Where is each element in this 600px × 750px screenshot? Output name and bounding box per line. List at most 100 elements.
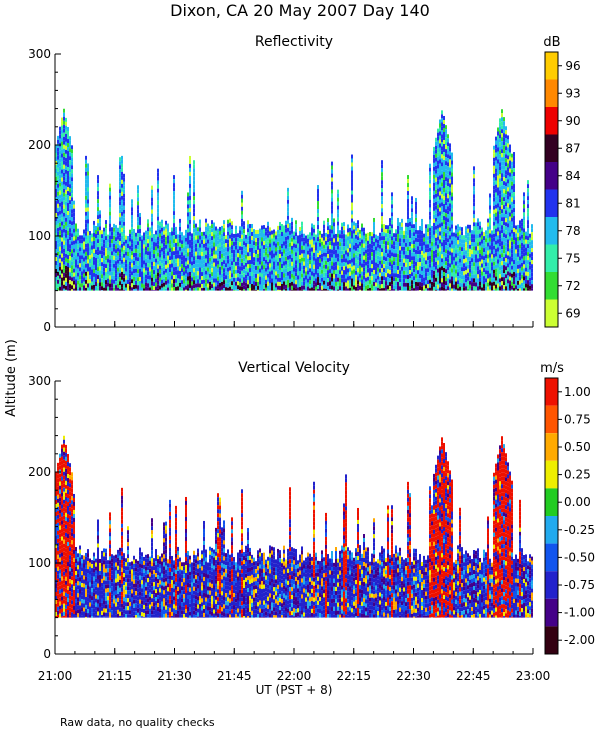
heatmap-cell — [303, 281, 305, 286]
heatmap-cell — [451, 168, 453, 173]
heatmap-cell — [201, 232, 203, 237]
heatmap-cell — [449, 231, 451, 236]
heatmap-cell — [423, 261, 425, 266]
heatmap-cell — [277, 237, 279, 242]
heatmap-cell — [371, 260, 373, 265]
heatmap-cell — [503, 177, 505, 182]
heatmap-cell — [487, 270, 489, 275]
heatmap-cell — [389, 278, 391, 283]
heatmap-cell — [119, 253, 121, 258]
heatmap-cell — [97, 271, 99, 276]
heatmap-cell — [299, 250, 301, 255]
heatmap-cell — [355, 266, 357, 271]
heatmap-cell — [343, 278, 345, 283]
heatmap-cell — [185, 265, 187, 270]
heatmap-cell — [115, 273, 117, 278]
heatmap-cell — [209, 237, 211, 242]
heatmap-cell — [93, 256, 95, 261]
heatmap-cell — [511, 269, 513, 274]
heatmap-cell — [367, 256, 369, 261]
heatmap-cell — [351, 190, 353, 195]
heatmap-cell — [383, 264, 385, 269]
heatmap-cell — [443, 135, 445, 140]
heatmap-cell — [99, 238, 101, 243]
heatmap-cell — [439, 175, 441, 180]
heatmap-cell — [177, 242, 179, 247]
heatmap-cell — [175, 254, 177, 259]
heatmap-cell — [201, 236, 203, 241]
heatmap-cell — [419, 290, 421, 291]
heatmap-cell — [79, 235, 81, 240]
heatmap-cell — [189, 275, 191, 280]
heatmap-cell — [195, 271, 197, 276]
heatmap-cell — [497, 219, 499, 224]
heatmap-cell — [193, 236, 195, 241]
heatmap-cell — [515, 257, 517, 262]
heatmap-cell — [63, 172, 65, 177]
heatmap-cell — [447, 154, 449, 159]
heatmap-cell — [503, 237, 505, 242]
heatmap-cell — [219, 274, 221, 279]
heatmap-cell — [505, 282, 507, 287]
heatmap-cell — [453, 284, 455, 289]
heatmap-cell — [247, 240, 249, 245]
heatmap-cell — [319, 262, 321, 267]
heatmap-cell — [171, 275, 173, 280]
heatmap-cell — [89, 235, 91, 240]
heatmap-cell — [397, 245, 399, 250]
heatmap-cell — [277, 233, 279, 238]
heatmap-cell — [247, 236, 249, 241]
heatmap-cell — [433, 282, 435, 287]
heatmap-cell — [435, 249, 437, 254]
heatmap-cell — [197, 267, 199, 272]
heatmap-cell — [435, 269, 437, 274]
heatmap-cell — [495, 276, 497, 281]
heatmap-cell — [353, 261, 355, 266]
heatmap-cell — [109, 255, 111, 260]
heatmap-cell — [275, 279, 277, 284]
heatmap-cell — [501, 197, 503, 202]
heatmap-cell — [357, 284, 359, 289]
heatmap-cell — [59, 286, 61, 291]
heatmap-cell — [341, 274, 343, 279]
heatmap-cell — [61, 193, 63, 198]
heatmap-cell — [143, 232, 145, 237]
heatmap-cell — [153, 242, 155, 247]
heatmap-cell — [275, 235, 277, 240]
heatmap-cell — [499, 170, 501, 175]
heatmap-cell — [391, 256, 393, 261]
heatmap-cell — [187, 272, 189, 277]
heatmap-cell — [247, 232, 249, 237]
heatmap-cell — [401, 266, 403, 271]
heatmap-cell — [211, 224, 213, 229]
heatmap-cell — [287, 287, 289, 291]
heatmap-cell — [355, 262, 357, 267]
heatmap-cell — [441, 222, 443, 227]
heatmap-cell — [499, 254, 501, 259]
heatmap-cell — [161, 247, 163, 252]
heatmap-cell — [327, 234, 329, 239]
heatmap-cell — [259, 240, 261, 245]
heatmap-cell — [441, 194, 443, 199]
heatmap-cell — [509, 176, 511, 181]
heatmap-cell — [161, 239, 163, 244]
heatmap-cell — [445, 221, 447, 226]
heatmap-cell — [121, 175, 123, 180]
heatmap-cell — [107, 282, 109, 287]
heatmap-cell — [117, 243, 119, 248]
heatmap-cell — [505, 186, 507, 191]
heatmap-cell — [61, 281, 63, 286]
heatmap-cell — [249, 272, 251, 277]
heatmap-cell — [445, 217, 447, 222]
heatmap-cell — [81, 275, 83, 280]
heatmap-cell — [217, 244, 219, 249]
heatmap-cell — [511, 289, 513, 291]
heatmap-cell — [239, 266, 241, 271]
heatmap-cell — [169, 252, 171, 257]
heatmap-cell — [283, 253, 285, 258]
heatmap-cell — [343, 286, 345, 291]
heatmap-cell — [99, 254, 101, 259]
heatmap-cell — [261, 225, 263, 230]
heatmap-cell — [361, 251, 363, 256]
heatmap-cell — [221, 229, 223, 234]
